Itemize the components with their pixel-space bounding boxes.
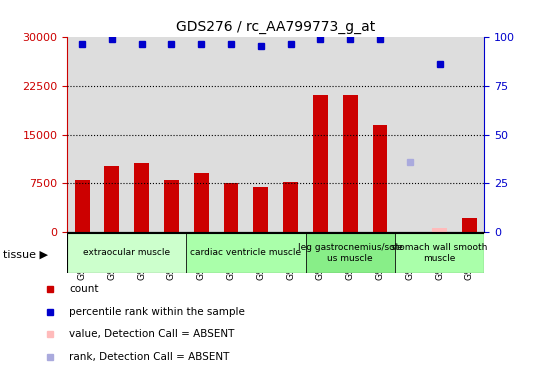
Bar bbox=[462, 218, 477, 232]
Bar bbox=[186, 233, 306, 273]
Bar bbox=[335, 37, 365, 232]
Text: stomach wall smooth
muscle: stomach wall smooth muscle bbox=[391, 243, 488, 263]
Text: rank, Detection Call = ABSENT: rank, Detection Call = ABSENT bbox=[69, 352, 230, 362]
Text: extraocular muscle: extraocular muscle bbox=[83, 249, 171, 257]
Bar bbox=[306, 233, 395, 273]
Bar bbox=[283, 182, 298, 232]
Bar bbox=[432, 228, 447, 232]
Text: leg gastrocnemius/sole
us muscle: leg gastrocnemius/sole us muscle bbox=[298, 243, 402, 263]
Title: GDS276 / rc_AA799773_g_at: GDS276 / rc_AA799773_g_at bbox=[176, 20, 376, 34]
Text: count: count bbox=[69, 284, 98, 294]
Bar bbox=[455, 37, 484, 232]
Bar bbox=[343, 95, 358, 232]
Bar bbox=[157, 37, 186, 232]
Bar bbox=[67, 37, 97, 232]
Bar bbox=[216, 37, 246, 232]
Bar bbox=[104, 166, 119, 232]
Bar bbox=[253, 187, 268, 232]
Bar bbox=[306, 37, 335, 232]
Bar bbox=[67, 233, 186, 273]
Text: cardiac ventricle muscle: cardiac ventricle muscle bbox=[190, 249, 301, 257]
Bar bbox=[365, 37, 395, 232]
Bar bbox=[372, 125, 387, 232]
Bar bbox=[127, 37, 157, 232]
Bar bbox=[246, 37, 275, 232]
Bar bbox=[395, 37, 424, 232]
Bar bbox=[164, 180, 179, 232]
Text: tissue ▶: tissue ▶ bbox=[3, 249, 48, 259]
Text: percentile rank within the sample: percentile rank within the sample bbox=[69, 307, 245, 317]
Bar bbox=[97, 37, 127, 232]
Bar bbox=[313, 95, 328, 232]
Text: value, Detection Call = ABSENT: value, Detection Call = ABSENT bbox=[69, 329, 235, 339]
Bar bbox=[395, 233, 484, 273]
Bar bbox=[424, 37, 455, 232]
Bar bbox=[186, 37, 216, 232]
Bar bbox=[75, 180, 90, 232]
Bar bbox=[134, 163, 149, 232]
Bar bbox=[275, 37, 306, 232]
Bar bbox=[224, 183, 238, 232]
Bar bbox=[194, 173, 209, 232]
